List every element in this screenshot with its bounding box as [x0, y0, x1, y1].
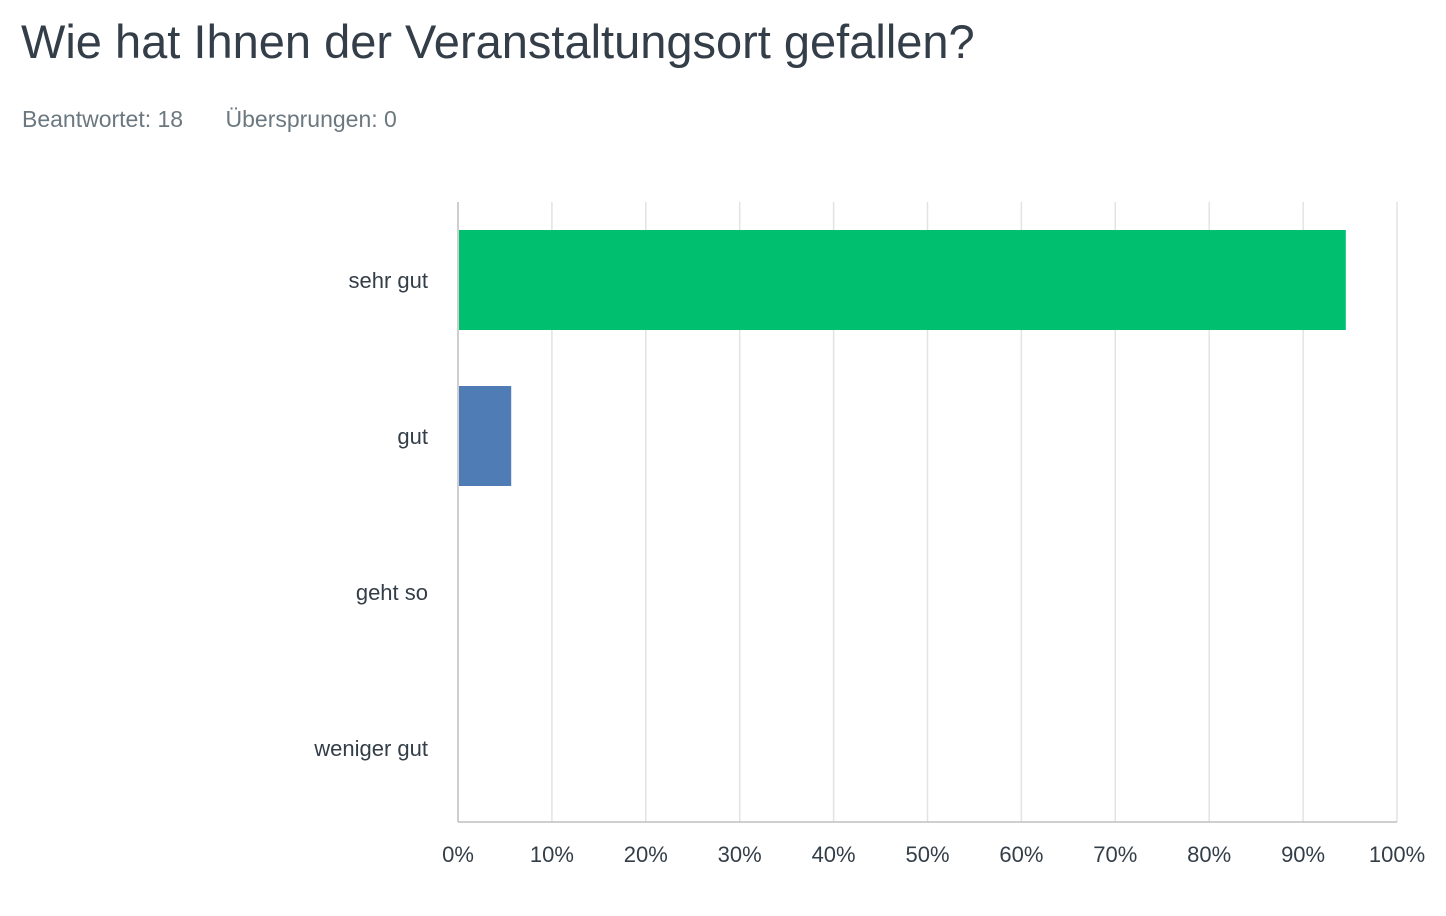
x-tick-label: 90%: [1281, 842, 1325, 867]
x-tick-label: 0%: [442, 842, 474, 867]
x-tick-label: 20%: [624, 842, 668, 867]
x-tick-label: 30%: [718, 842, 762, 867]
category-label: geht so: [356, 580, 428, 605]
chart-labels: 0% 10% 20% 30% 40% 50% 60% 70% 80% 90% 100% sehr gu…: [313, 268, 1425, 867]
x-tick-label: 70%: [1093, 842, 1137, 867]
chart-axis: [457, 202, 1397, 823]
x-tick-label: 50%: [905, 842, 949, 867]
chart-bars: [459, 230, 1346, 486]
x-tick-label: 80%: [1187, 842, 1231, 867]
category-label: gut: [397, 424, 428, 449]
question-title: Wie hat Ihnen der Veranstaltungsort gefa…: [21, 15, 975, 68]
response-stats: Beantwortet: 18 Übersprungen: 0: [22, 106, 433, 133]
category-label: weniger gut: [313, 736, 428, 761]
category-label: sehr gut: [349, 268, 429, 293]
x-tick-label: 10%: [530, 842, 574, 867]
x-tick-label: 100%: [1369, 842, 1425, 867]
x-tick-label: 40%: [812, 842, 856, 867]
bar-sehr-gut[interactable]: [459, 230, 1346, 330]
bar-gut[interactable]: [459, 386, 512, 486]
x-tick-label: 60%: [999, 842, 1043, 867]
skipped-count: Übersprungen: 0: [225, 106, 397, 132]
answered-count: Beantwortet: 18: [22, 106, 184, 132]
